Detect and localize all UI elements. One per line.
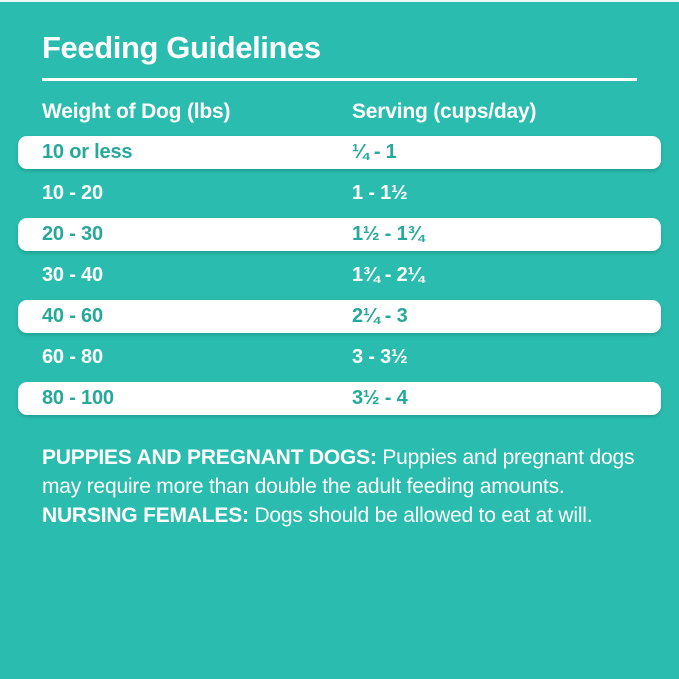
page-title: Feeding Guidelines <box>42 30 321 65</box>
table-row: 30 - 40 1¾ - 2¼ <box>18 259 661 292</box>
table-row: 10 - 20 1 - 1½ <box>18 177 661 210</box>
table-header-row: Weight of Dog (lbs) Serving (cups/day) <box>42 100 637 123</box>
table-row: 80 - 100 3½ - 4 <box>18 382 661 415</box>
column-header-weight: Weight of Dog (lbs) <box>42 100 231 123</box>
top-edge-line <box>0 0 679 2</box>
weight-cell: 10 or less <box>42 141 133 163</box>
feeding-notes: PUPPIES AND PREGNANT DOGS: Puppies and p… <box>42 443 642 530</box>
table-row: 60 - 80 3 - 3½ <box>18 341 661 374</box>
panel-content: Feeding Guidelines Weight of Dog (lbs) S… <box>0 31 679 530</box>
serving-cell: 1 - 1½ <box>352 182 408 204</box>
serving-cell: 1½ - 1¾ <box>352 223 424 245</box>
title-divider <box>42 78 637 81</box>
column-header-serving: Serving (cups/day) <box>352 100 537 123</box>
notes-bold-label: NURSING FEMALES: <box>42 504 249 527</box>
weight-cell: 10 - 20 <box>42 182 103 204</box>
weight-cell: 80 - 100 <box>42 387 114 409</box>
weight-cell: 30 - 40 <box>42 264 103 286</box>
notes-bold-label: PUPPIES AND PREGNANT DOGS: <box>42 446 377 469</box>
weight-cell: 60 - 80 <box>42 346 103 368</box>
table-row: 10 or less ¼ - 1 <box>18 136 661 169</box>
table-row: 20 - 30 1½ - 1¾ <box>18 218 661 251</box>
serving-cell: ¼ - 1 <box>352 141 397 163</box>
serving-cell: 3½ - 4 <box>352 387 408 409</box>
feeding-table-rows: 10 or less ¼ - 1 10 - 20 1 - 1½ 20 - 30 1½ - … <box>18 136 661 415</box>
weight-cell: 20 - 30 <box>42 223 103 245</box>
notes-text: Dogs should be allowed to eat at will. <box>248 504 593 527</box>
table-row: 40 - 60 2¼ - 3 <box>18 300 661 333</box>
serving-cell: 3 - 3½ <box>352 346 408 368</box>
serving-cell: 2¼ - 3 <box>352 305 408 327</box>
notes-text: Puppies and pregnant dogs may require mo… <box>42 446 635 498</box>
serving-cell: 1¾ - 2¼ <box>352 264 424 286</box>
weight-cell: 40 - 60 <box>42 305 103 327</box>
